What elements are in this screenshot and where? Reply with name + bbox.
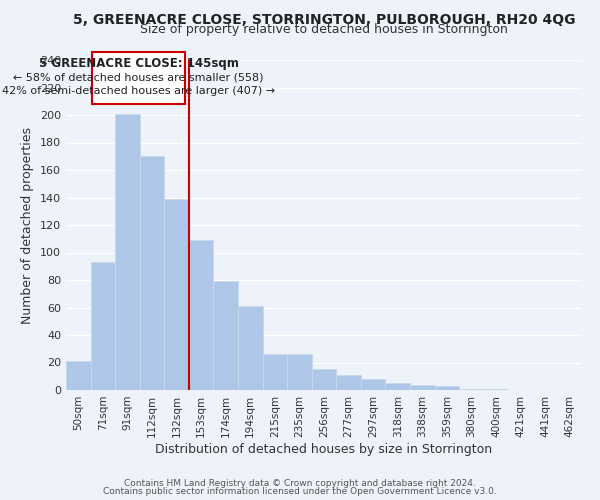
Bar <box>140 156 164 390</box>
Bar <box>287 354 312 390</box>
Bar <box>434 386 459 390</box>
Bar <box>484 388 508 390</box>
X-axis label: Distribution of detached houses by size in Storrington: Distribution of detached houses by size … <box>155 442 493 456</box>
Text: 5 GREENACRE CLOSE: 145sqm: 5 GREENACRE CLOSE: 145sqm <box>38 57 238 70</box>
Bar <box>189 240 214 390</box>
Bar <box>164 199 189 390</box>
Bar <box>410 384 434 390</box>
Bar <box>361 379 385 390</box>
Bar <box>385 383 410 390</box>
Bar <box>336 375 361 390</box>
Bar <box>263 354 287 390</box>
FancyBboxPatch shape <box>92 52 185 104</box>
Bar <box>66 361 91 390</box>
Bar <box>115 114 140 390</box>
Y-axis label: Number of detached properties: Number of detached properties <box>22 126 34 324</box>
Bar <box>312 370 336 390</box>
Text: Contains HM Land Registry data © Crown copyright and database right 2024.: Contains HM Land Registry data © Crown c… <box>124 478 476 488</box>
Bar <box>91 262 115 390</box>
Text: 5, GREENACRE CLOSE, STORRINGTON, PULBOROUGH, RH20 4QG: 5, GREENACRE CLOSE, STORRINGTON, PULBORO… <box>73 12 575 26</box>
Text: ← 58% of detached houses are smaller (558): ← 58% of detached houses are smaller (55… <box>13 72 264 83</box>
Text: Contains public sector information licensed under the Open Government Licence v3: Contains public sector information licen… <box>103 487 497 496</box>
Text: Size of property relative to detached houses in Storrington: Size of property relative to detached ho… <box>140 22 508 36</box>
Bar <box>459 388 484 390</box>
Bar <box>238 306 263 390</box>
Text: 42% of semi-detached houses are larger (407) →: 42% of semi-detached houses are larger (… <box>2 86 275 96</box>
Bar <box>214 282 238 390</box>
